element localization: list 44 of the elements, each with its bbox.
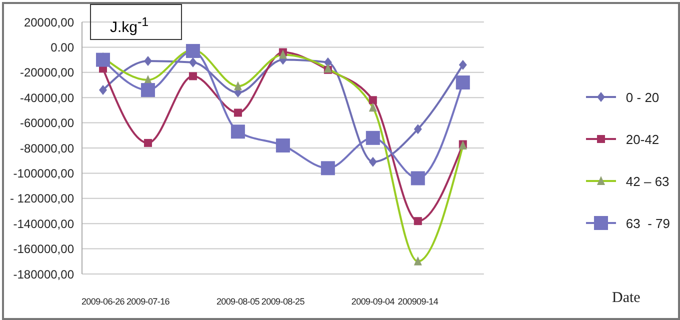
- y-tick-label: -60000,00: [20, 116, 74, 130]
- legend-label: 0 - 20: [626, 90, 660, 104]
- point: [368, 96, 377, 104]
- point: [140, 83, 155, 98]
- point: [234, 108, 242, 117]
- point: [368, 156, 377, 167]
- point: [410, 171, 425, 186]
- y-tick-label: -80000,00: [20, 141, 74, 156]
- point: [96, 52, 110, 67]
- point: [188, 57, 197, 68]
- legend-label: 20-42: [626, 132, 660, 146]
- point: [188, 72, 197, 80]
- y-tick-label: -40000,00: [20, 90, 74, 105]
- point: [324, 57, 332, 68]
- point: [144, 56, 152, 66]
- point: [414, 217, 422, 226]
- y-axis-title: J.kg$^{-1}$: [110, 14, 149, 38]
- x-tick-label: 200909-14: [398, 296, 438, 306]
- x-tick-label: 2009-08-25: [261, 296, 305, 306]
- text: Date: [612, 290, 640, 307]
- point: [456, 75, 470, 90]
- x-tick-label: 2009-07-16: [126, 296, 170, 306]
- point: [366, 130, 380, 145]
- y-tick-label: 0.00: [50, 40, 74, 54]
- point: [458, 60, 467, 70]
- legend-label: 42 – 63: [626, 174, 670, 188]
- x-tick-label: 2009-09-04: [351, 296, 395, 306]
- point: [230, 124, 245, 139]
- point: [144, 138, 152, 147]
- legend-label: 63 - 79: [626, 216, 670, 230]
- x-tick-label: 2009-06-26: [81, 296, 125, 306]
- y-tick-label: -140000,00: [13, 216, 74, 231]
- y-tick-label: -160000,00: [13, 242, 74, 256]
- y-tick-label: - 120000,00: [10, 192, 74, 206]
- x-tick-label: 2009-08-05: [216, 296, 260, 306]
- point: [276, 138, 290, 152]
- y-tick-label: -100000,00: [13, 166, 74, 180]
- y-tick-label: -180000,00: [13, 267, 74, 282]
- point: [320, 161, 335, 176]
- point: [414, 124, 422, 134]
- point: [99, 85, 107, 96]
- point: [186, 44, 200, 58]
- y-tick-label: 20000,00: [24, 15, 74, 30]
- y-tick-label: -20000,00: [20, 66, 74, 80]
